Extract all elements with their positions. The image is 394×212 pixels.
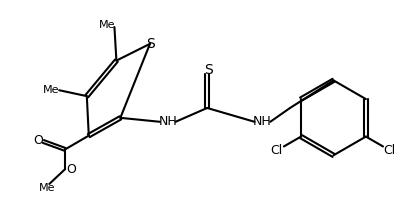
Text: Me: Me — [39, 183, 56, 193]
Text: Me: Me — [99, 20, 116, 30]
Text: S: S — [204, 63, 212, 77]
Text: O: O — [33, 134, 43, 147]
Text: O: O — [66, 163, 76, 176]
Text: NH: NH — [253, 115, 272, 128]
Text: Cl: Cl — [383, 144, 394, 157]
Text: S: S — [147, 37, 155, 51]
Text: Me: Me — [43, 85, 59, 95]
Text: NH: NH — [158, 115, 177, 128]
Text: Cl: Cl — [270, 144, 282, 157]
